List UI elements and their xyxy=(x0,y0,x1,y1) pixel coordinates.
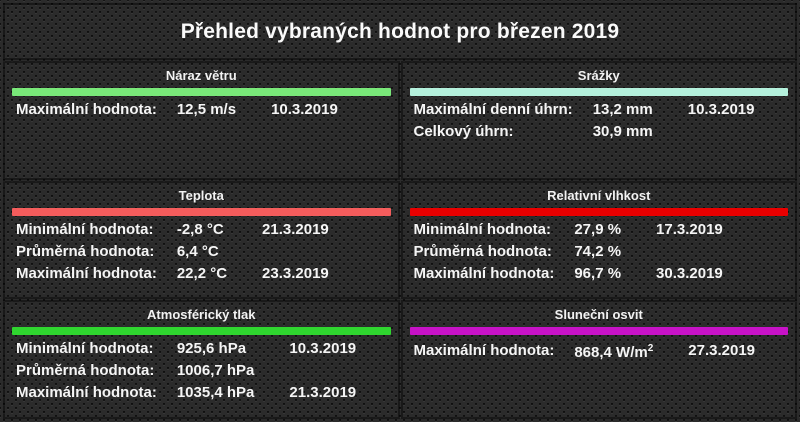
stat-rows: Minimální hodnota: -2,8 °C 21.3.2019 Prů… xyxy=(16,219,329,285)
stat-date: 10.3.2019 xyxy=(289,340,357,358)
stat-row: Průměrná hodnota: 6,4 °C xyxy=(16,241,329,263)
stat-date: 10.3.2019 xyxy=(687,101,755,118)
panel-precipitation-color-bar xyxy=(409,88,788,96)
stat-row: Průměrná hodnota: 1006,7 hPa xyxy=(16,360,356,382)
stat-value: 1006,7 hPa xyxy=(176,362,255,380)
panel-precipitation-heading: Srážky xyxy=(577,68,620,83)
stat-row: Minimální hodnota: 925,6 hPa 10.3.2019 xyxy=(16,338,356,360)
stat-date xyxy=(688,121,755,143)
stat-row: Průměrná hodnota: 74,2 % xyxy=(414,241,723,263)
stat-label: Minimální hodnota: xyxy=(16,340,154,358)
stat-value: 13,2 mm xyxy=(592,101,653,118)
stat-label: Celkový úhrn: xyxy=(413,123,514,140)
panels-grid: Náraz větru Maximální hodnota: 12,5 m/s … xyxy=(5,63,795,417)
panel-wind-gust: Náraz větru Maximální hodnota: 12,5 m/s … xyxy=(5,63,398,178)
stat-value: 6,4 °C xyxy=(176,242,219,260)
stat-label: Minimální hodnota: xyxy=(16,220,154,238)
unit-superscript: 2 xyxy=(647,343,654,355)
stat-label: Maximální hodnota: xyxy=(16,101,157,118)
panel-precipitation: Srážky Maximální denní úhrn: 13,2 mm 10.… xyxy=(403,63,796,178)
stat-date: 30.3.2019 xyxy=(656,264,723,282)
panel-solar-irradiance: Sluneční osvit Maximální hodnota: 868,4 … xyxy=(403,302,796,417)
stat-row: Maximální hodnota: 12,5 m/s 10.3.2019 xyxy=(16,99,338,121)
panel-wind-gust-color-bar xyxy=(12,88,391,96)
page-title: Přehled vybraných hodnot pro březen 2019 xyxy=(180,19,620,43)
stat-value: 12,5 m/s xyxy=(176,101,237,118)
stat-value: -2,8 °C xyxy=(176,220,224,238)
panel-atmospheric-pressure-heading: Atmosférický tlak xyxy=(147,307,256,323)
stat-label: Průměrná hodnota: xyxy=(16,242,155,260)
panel-atmospheric-pressure: Atmosférický tlak Minimální hodnota: 925… xyxy=(5,302,398,417)
stat-rows: Minimální hodnota: 925,6 hPa 10.3.2019 P… xyxy=(16,338,356,404)
stat-row: Maximální denní úhrn: 13,2 mm 10.3.2019 xyxy=(414,99,755,121)
stat-row: Minimální hodnota: -2,8 °C 21.3.2019 xyxy=(16,219,329,241)
stat-rows: Minimální hodnota: 27,9 % 17.3.2019 Prům… xyxy=(414,219,723,285)
panel-temperature: Teplota Minimální hodnota: -2,8 °C 21.3.… xyxy=(5,183,398,298)
stat-row: Maximální hodnota: 22,2 °C 23.3.2019 xyxy=(16,263,329,285)
panel-temperature-heading: Teplota xyxy=(178,187,224,203)
stat-date xyxy=(262,241,329,263)
stat-label: Maximální denní úhrn: xyxy=(413,101,573,118)
stat-label: Maximální hodnota: xyxy=(16,384,157,402)
stat-label: Průměrná hodnota: xyxy=(413,242,552,260)
stat-label: Maximální hodnota: xyxy=(413,342,555,360)
stat-date: 21.3.2019 xyxy=(262,220,329,238)
stat-value: 74,2 % xyxy=(574,242,622,260)
stat-label: Průměrná hodnota: xyxy=(16,362,155,380)
stat-date: 23.3.2019 xyxy=(262,264,329,282)
stat-row: Celkový úhrn: 30,9 mm xyxy=(414,121,755,143)
stat-value: 868,4 W/m2 xyxy=(574,343,654,362)
panel-relative-humidity: Relativní vlhkost Minimální hodnota: 27,… xyxy=(403,183,796,298)
stat-rows: Maximální hodnota: 868,4 W/m2 27.3.2019 xyxy=(414,338,756,364)
panel-atmospheric-pressure-color-bar xyxy=(12,327,391,336)
stat-date: 27.3.2019 xyxy=(688,342,756,360)
stat-date: 21.3.2019 xyxy=(289,384,357,402)
panel-wind-gust-heading: Náraz větru xyxy=(165,68,237,83)
stat-value: 96,7 % xyxy=(574,264,622,282)
panel-solar-irradiance-heading: Sluneční osvit xyxy=(554,307,643,323)
stat-row: Maximální hodnota: 96,7 % 30.3.2019 xyxy=(414,263,723,285)
stat-row: Maximální hodnota: 868,4 W/m2 27.3.2019 xyxy=(414,338,756,364)
stat-date: 10.3.2019 xyxy=(271,101,338,118)
stat-label: Maximální hodnota: xyxy=(413,264,555,282)
panel-relative-humidity-color-bar xyxy=(409,207,788,216)
stat-value: 925,6 hPa xyxy=(176,340,247,358)
stat-value: 1035,4 hPa xyxy=(176,384,255,402)
stat-value: 22,2 °C xyxy=(176,264,228,282)
stat-label: Maximální hodnota: xyxy=(16,264,157,282)
stat-rows: Maximální denní úhrn: 13,2 mm 10.3.2019 … xyxy=(414,99,755,143)
stat-row: Minimální hodnota: 27,9 % 17.3.2019 xyxy=(414,219,723,241)
panel-solar-irradiance-color-bar xyxy=(409,327,788,336)
title-bar: Přehled vybraných hodnot pro březen 2019 xyxy=(5,5,795,58)
stat-rows: Maximální hodnota: 12,5 m/s 10.3.2019 xyxy=(16,99,338,121)
panel-relative-humidity-heading: Relativní vlhkost xyxy=(547,187,651,203)
stat-date xyxy=(289,360,356,382)
stat-date: 17.3.2019 xyxy=(656,220,723,238)
stat-row: Maximální hodnota: 1035,4 hPa 21.3.2019 xyxy=(16,382,356,404)
stat-value: 27,9 % xyxy=(574,220,622,238)
stat-date xyxy=(656,241,723,263)
stat-value: 30,9 mm xyxy=(592,123,653,140)
stat-label: Minimální hodnota: xyxy=(413,220,551,238)
panel-temperature-color-bar xyxy=(12,207,391,216)
